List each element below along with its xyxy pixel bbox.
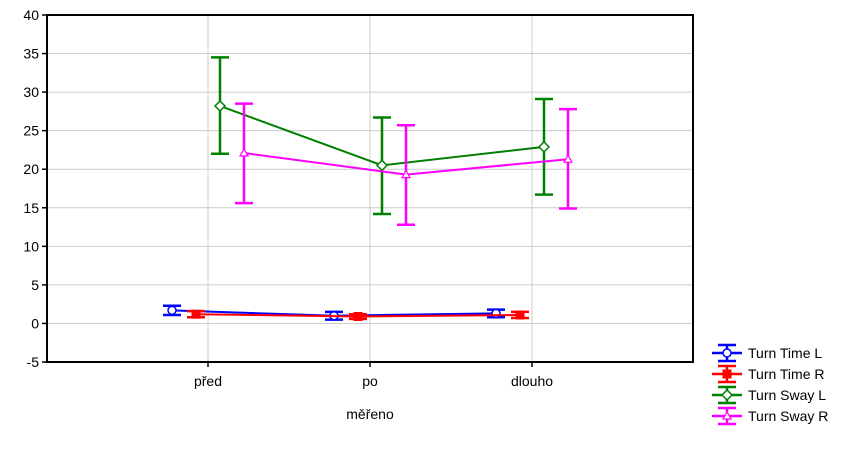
data-point bbox=[515, 310, 525, 320]
legend-item-turn-sway-r: Turn Sway R bbox=[712, 406, 828, 426]
series-turn-time-r bbox=[187, 309, 529, 322]
series-layer bbox=[163, 56, 577, 322]
legend-label: Turn Time R bbox=[748, 366, 825, 382]
grid-lines bbox=[47, 15, 693, 362]
y-tick-label: 5 bbox=[31, 277, 39, 293]
y-tick-label: 15 bbox=[23, 200, 39, 216]
data-point bbox=[238, 147, 250, 157]
legend-item-turn-time-l: Turn Time L bbox=[712, 343, 822, 363]
legend: Turn Time L Turn Time R Turn Sway L Turn Sw… bbox=[712, 343, 828, 426]
y-tick-label: 20 bbox=[23, 161, 39, 177]
legend-marker bbox=[722, 369, 732, 379]
x-tick-label: před bbox=[194, 373, 222, 389]
y-tick-label: 10 bbox=[23, 238, 39, 254]
legend-label: Turn Sway R bbox=[748, 408, 828, 424]
x-axis: před po dlouho bbox=[194, 362, 553, 389]
y-axis: -5 0 5 10 15 20 25 30 35 40 bbox=[23, 7, 47, 370]
y-tick-label: 25 bbox=[23, 123, 39, 139]
legend-item-turn-sway-l: Turn Sway L bbox=[712, 385, 826, 405]
legend-marker bbox=[720, 388, 734, 402]
x-tick-label: po bbox=[362, 373, 378, 389]
y-tick-label: 40 bbox=[23, 7, 39, 23]
y-tick-label: 35 bbox=[23, 46, 39, 62]
data-point bbox=[562, 153, 574, 163]
y-tick-label: -5 bbox=[27, 354, 40, 370]
y-tick-label: 0 bbox=[31, 315, 39, 331]
x-axis-label: měřeno bbox=[346, 406, 394, 422]
data-point bbox=[167, 305, 177, 316]
legend-label: Turn Sway L bbox=[748, 387, 826, 403]
y-tick-label: 30 bbox=[23, 84, 39, 100]
legend-label: Turn Time L bbox=[748, 345, 822, 361]
legend-marker bbox=[722, 348, 732, 358]
data-point bbox=[537, 140, 551, 153]
data-point bbox=[400, 169, 412, 179]
data-point bbox=[353, 312, 363, 322]
series-turn-sway-r bbox=[235, 102, 577, 226]
series-turn-sway-l bbox=[211, 56, 553, 216]
data-point bbox=[191, 309, 201, 319]
series-turn-time-l bbox=[163, 304, 505, 321]
legend-marker bbox=[721, 410, 733, 420]
data-point bbox=[375, 159, 389, 172]
legend-item-turn-time-r: Turn Time R bbox=[712, 364, 825, 384]
data-point bbox=[213, 99, 227, 113]
data-point bbox=[491, 308, 501, 319]
x-tick-label: dlouho bbox=[511, 373, 553, 389]
